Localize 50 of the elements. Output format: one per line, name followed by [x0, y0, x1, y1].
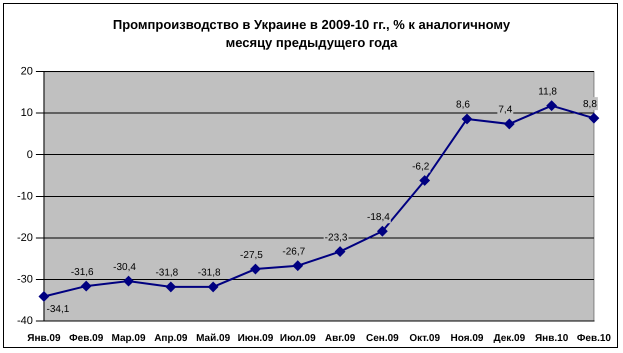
point	[250, 264, 260, 274]
x-tick-label: Окт.09	[409, 332, 440, 344]
data-label: 8,8	[582, 98, 598, 110]
data-label: -30,4	[113, 262, 136, 273]
x-tick-label: Дек.09	[493, 332, 526, 344]
x-tick-label: Июн.09	[238, 332, 274, 344]
y-tick-label: 20	[20, 66, 33, 78]
x-tick-label: Мар.09	[112, 332, 146, 344]
data-label: -18,4	[366, 212, 390, 223]
data-label: -34,1	[46, 304, 70, 316]
point	[377, 226, 388, 236]
data-label: -31,8	[155, 268, 179, 279]
point	[335, 246, 346, 257]
x-tick-label: Сен.09	[366, 332, 400, 344]
x-tick-label: Фев.09	[69, 332, 104, 344]
y-tick-label: 10	[20, 107, 33, 120]
data-label: -31,6	[70, 266, 94, 278]
data-label: -6,2	[412, 161, 430, 172]
y-tick-label: -20	[16, 232, 33, 244]
x-tick-label: Апр.09	[154, 332, 188, 344]
point	[546, 100, 557, 111]
point	[81, 281, 92, 292]
y-tick-label: -40	[16, 315, 33, 328]
data-label: 8,6	[456, 100, 470, 111]
y-tick-label: -10	[16, 190, 33, 202]
x-tick-label: Янв.10	[534, 332, 569, 344]
point	[166, 282, 176, 292]
data-label: -31,8	[198, 268, 221, 279]
chart-title: Промпроизводство в Украине в 2009-10 гг., % к аналогичному месяцу предыдущего года	[112, 16, 512, 52]
point	[462, 114, 472, 124]
point	[124, 276, 134, 286]
point	[504, 118, 514, 129]
point	[38, 291, 49, 302]
point	[208, 282, 218, 292]
x-tick-label: Ноя.09	[450, 332, 484, 344]
data-label: -26,7	[282, 246, 306, 258]
x-tick-label: Май.09	[196, 332, 231, 344]
y-tick-label: -30	[16, 273, 33, 286]
x-tick-label: Июл.09	[280, 332, 316, 344]
data-label: -23,3	[324, 232, 348, 244]
data-label: -27,5	[240, 250, 264, 261]
point	[420, 176, 430, 186]
x-tick-label: Фев.10	[576, 332, 612, 344]
y-tick-label: 0	[26, 148, 33, 161]
x-tick-label: Авг.09	[324, 332, 356, 344]
data-label: 11,8	[538, 86, 558, 98]
x-tick-label: Янв.09	[27, 332, 61, 344]
point	[588, 113, 599, 124]
data-label: 7,4	[498, 104, 513, 116]
point	[292, 260, 303, 271]
